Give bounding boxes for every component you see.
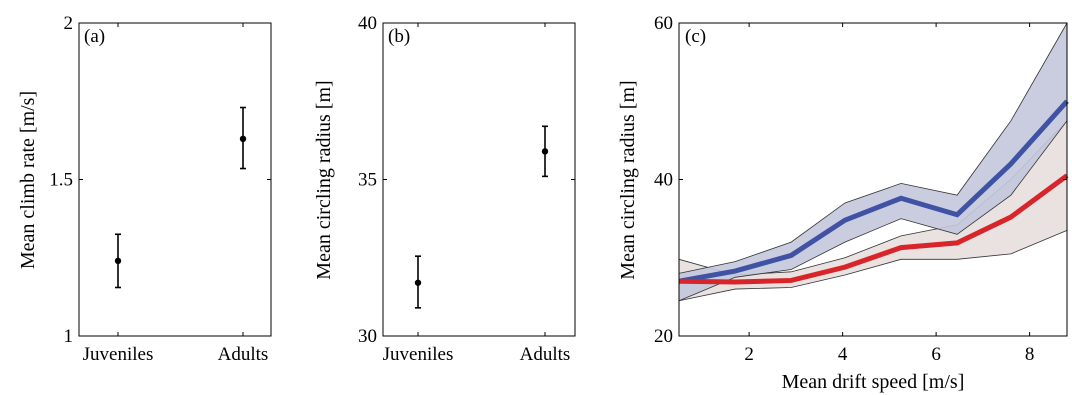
series-1-lower-bound [678,229,1068,302]
series-1-line [678,173,1069,285]
panel-b-ticks: 30 35 40 Juveniles Adults [358,13,575,365]
panel-a-ytick-label: 1 [64,326,74,347]
panel-a-point [114,257,122,265]
panel-c-xtick-label: 2 [744,344,754,365]
panel-a-ytick-label: 2 [64,13,74,34]
panel-b-ytick-label: 35 [358,170,377,191]
panel-b-marks [414,125,549,309]
panel-b-ylabel: Mean circling radius [m] [313,80,335,279]
panel-a-label: (a) [84,26,105,47]
series-1-confidence-band [679,120,1067,301]
panel-c-ytick-label: 60 [654,13,673,34]
panel-c-ticks: 2 4 6 8 20 40 60 [654,13,1067,365]
panel-c-ylabel: Mean circling radius [m] [617,80,639,279]
panel-a-xtick-label: Adults [218,344,269,365]
panel-c-ytick-label: 20 [654,326,673,347]
panel-a-point [239,135,247,143]
panel-c-lines [678,99,1069,285]
panel-a-frame [78,22,272,337]
panel-b: (b) Mean circling radius [m] 30 35 40 Juven… [313,13,576,365]
panel-c-xlabel: Mean drift speed [m/s] [782,371,965,393]
panel-b-frame [382,22,576,337]
panel-b-xtick-label: Adults [520,344,571,365]
panel-a-marks [114,106,247,289]
panel-c-xtick-label: 4 [838,344,848,365]
panel-b-ytick-label: 30 [358,326,377,347]
panel-c-xtick-label: 8 [1025,344,1035,365]
panel-c: (c) Mean circling radius [m] Mean drift … [617,13,1069,393]
panel-c-ytick-label: 40 [654,170,673,191]
panel-a: (a) Mean climb rate [m/s] 1 1.5 2 Juveniles… [17,13,272,365]
series-0-lower-bound [678,120,1068,302]
panel-c-label: (c) [685,26,706,47]
panel-a-ylabel: Mean climb rate [m/s] [17,91,39,269]
panel-c-xtick-label: 6 [931,344,941,365]
series-0-line [678,99,1069,284]
panel-b-xtick-label: Juveniles [383,344,454,365]
panel-a-ticks: 1 1.5 2 Juveniles Adults [49,13,271,365]
panel-a-xtick-label: Juveniles [83,344,154,365]
panel-b-ytick-label: 40 [358,13,377,34]
panel-b-label: (b) [388,26,410,47]
panel-a-ytick-label: 1.5 [49,170,73,191]
panel-b-point [541,148,549,155]
panel-b-point [414,279,422,286]
series-0-upper-bound [678,22,1068,274]
